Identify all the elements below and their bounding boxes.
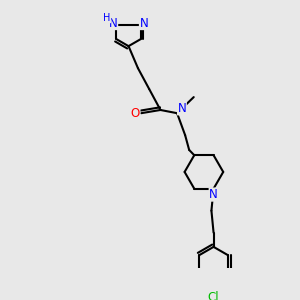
Text: N: N [209, 188, 218, 201]
Text: H: H [103, 13, 111, 23]
Text: N: N [178, 102, 186, 115]
Text: N: N [140, 16, 148, 30]
Text: Cl: Cl [208, 291, 219, 300]
Text: N: N [109, 16, 118, 30]
Text: O: O [130, 107, 140, 120]
